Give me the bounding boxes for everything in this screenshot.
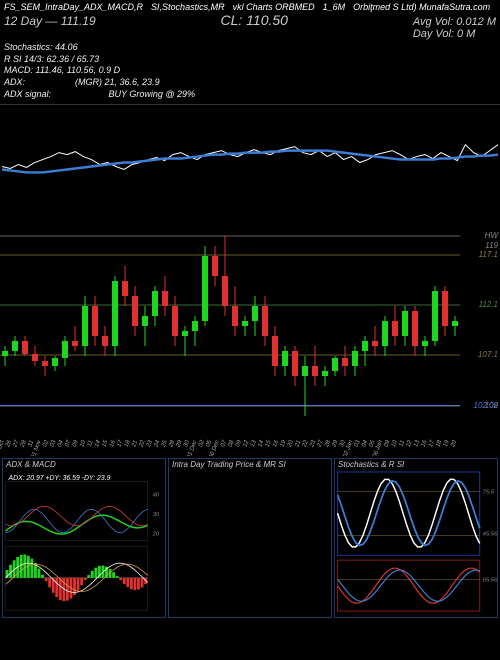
panel-title: Stochastics & R SI (335, 459, 497, 470)
panel-title: Intra Day Trading Price & MR SI (169, 459, 331, 470)
stochastics-value: 44.06 (55, 42, 78, 52)
svg-text:21: 21 (131, 440, 139, 449)
svg-text:22: 22 (138, 439, 146, 449)
stochastics-rsi-svg: 75.5 45.56 65.56 (335, 470, 497, 617)
adx-value: (MGR) 21, 36.6, 23.9 (75, 77, 160, 87)
volume-stats: Avg Vol: 0.012 M Day Vol: 0 M (413, 16, 496, 40)
svg-text:27: 27 (316, 439, 324, 449)
svg-text:75.5: 75.5 (483, 490, 495, 496)
avg-vol-value: 0.012 M (456, 16, 496, 28)
indicator-list: FS_SEM_IntraDay_ADX_MACD,R SI,Stochastic… (4, 2, 496, 12)
intraday-panel: Intra Day Trading Price & MR SI (168, 458, 332, 618)
svg-text:25 Oct: 25 Oct (0, 440, 6, 457)
price-sma-chart (0, 104, 500, 224)
indicator-item: vkl Charts ORBMED (233, 2, 315, 12)
period-value: 111.19 (61, 14, 96, 28)
rsi-label: R SI 14/3: (4, 54, 44, 64)
svg-text:30: 30 (153, 512, 160, 518)
svg-text:26: 26 (5, 439, 13, 449)
stats-block: Stochastics: 44.06 R SI 14/3: 62.36 / 65… (4, 42, 496, 100)
adx-signal-label: ADX signal: (4, 89, 51, 99)
adx-label: ADX: (4, 77, 25, 87)
intraday-svg (169, 470, 331, 617)
rsi-value: 62.36 / 65.73 (47, 54, 100, 64)
svg-text:29: 29 (331, 439, 339, 449)
svg-text:22: 22 (302, 439, 310, 449)
cl-value: 110.50 (246, 12, 288, 28)
adx-macd-panel: ADX & MACD ADX: 20.97 +DY: 36.59 -DY: 23… (2, 458, 166, 618)
svg-text:28: 28 (168, 439, 176, 449)
bottom-panels: ADX & MACD ADX: 20.97 +DY: 36.59 -DY: 23… (0, 458, 500, 618)
svg-text:29: 29 (175, 439, 183, 449)
x-axis: 25 Oct2627283101 Nov02030407091011141516… (0, 426, 500, 456)
cl-label: CL: (220, 12, 242, 28)
adx-signal-value: BUY Growing @ 29% (109, 89, 196, 99)
svg-text:21: 21 (294, 440, 302, 449)
svg-text:10: 10 (391, 439, 399, 448)
svg-text:20: 20 (450, 439, 458, 449)
header: FS_SEM_IntraDay_ADX_MACD,R SI,Stochastic… (0, 0, 500, 102)
svg-text:27: 27 (12, 439, 20, 449)
svg-text:23: 23 (146, 439, 154, 449)
title-row: 12 Day — 111.19 CL: 110.50 Avg Vol: 0.01… (4, 12, 496, 40)
svg-text:24: 24 (153, 439, 161, 449)
stochastics-rsi-panel: Stochastics & R SI 75.5 45.56 65.56 (334, 458, 498, 618)
svg-text:45.56: 45.56 (483, 532, 497, 538)
candlestick-chart-wrap: HW119117.1112.1107.1102102.06 (0, 226, 500, 426)
indicator-item: FS_SEM_IntraDay_ADX_MACD,R (4, 2, 143, 12)
adx-macd-svg: ADX: 20.97 +DY: 36.59 -DY: 23.9 40 30 20 (3, 470, 165, 617)
svg-text:28: 28 (20, 439, 28, 449)
svg-text:65.56: 65.56 (483, 578, 497, 584)
svg-text:ADX: 20.97 +DY: 36.59 -DY: 23.: ADX: 20.97 +DY: 36.59 -DY: 23.9 (8, 475, 111, 482)
macd-label: MACD: (4, 65, 33, 75)
svg-text:20: 20 (152, 532, 160, 538)
candlestick-chart (0, 226, 500, 426)
macd-value: 111.46, 110.56, 0.9 D (36, 65, 121, 75)
day-vol-label: Day Vol: (413, 28, 454, 40)
indicator-item: 1_6M (323, 2, 346, 12)
svg-text:28: 28 (324, 439, 332, 449)
svg-text:23: 23 (309, 439, 317, 449)
title-left: 12 Day — 111.19 (4, 14, 96, 28)
indicator-item: SI,Stochastics,MR (151, 2, 225, 12)
period-label: 12 Day (4, 14, 42, 28)
svg-text:10: 10 (79, 439, 87, 448)
svg-text:40: 40 (153, 493, 160, 499)
svg-text:25: 25 (161, 439, 169, 449)
svg-text:20: 20 (287, 439, 295, 449)
avg-vol-label: Avg Vol: (413, 16, 453, 28)
indicator-item: Orbiţmed S Ltd) MunafaSutra.com (353, 2, 490, 12)
day-vol-value: 0 M (457, 28, 475, 40)
panel-title: ADX & MACD (3, 459, 165, 470)
stochastics-label: Stochastics: (4, 42, 53, 52)
close-price: CL: 110.50 (220, 12, 287, 28)
